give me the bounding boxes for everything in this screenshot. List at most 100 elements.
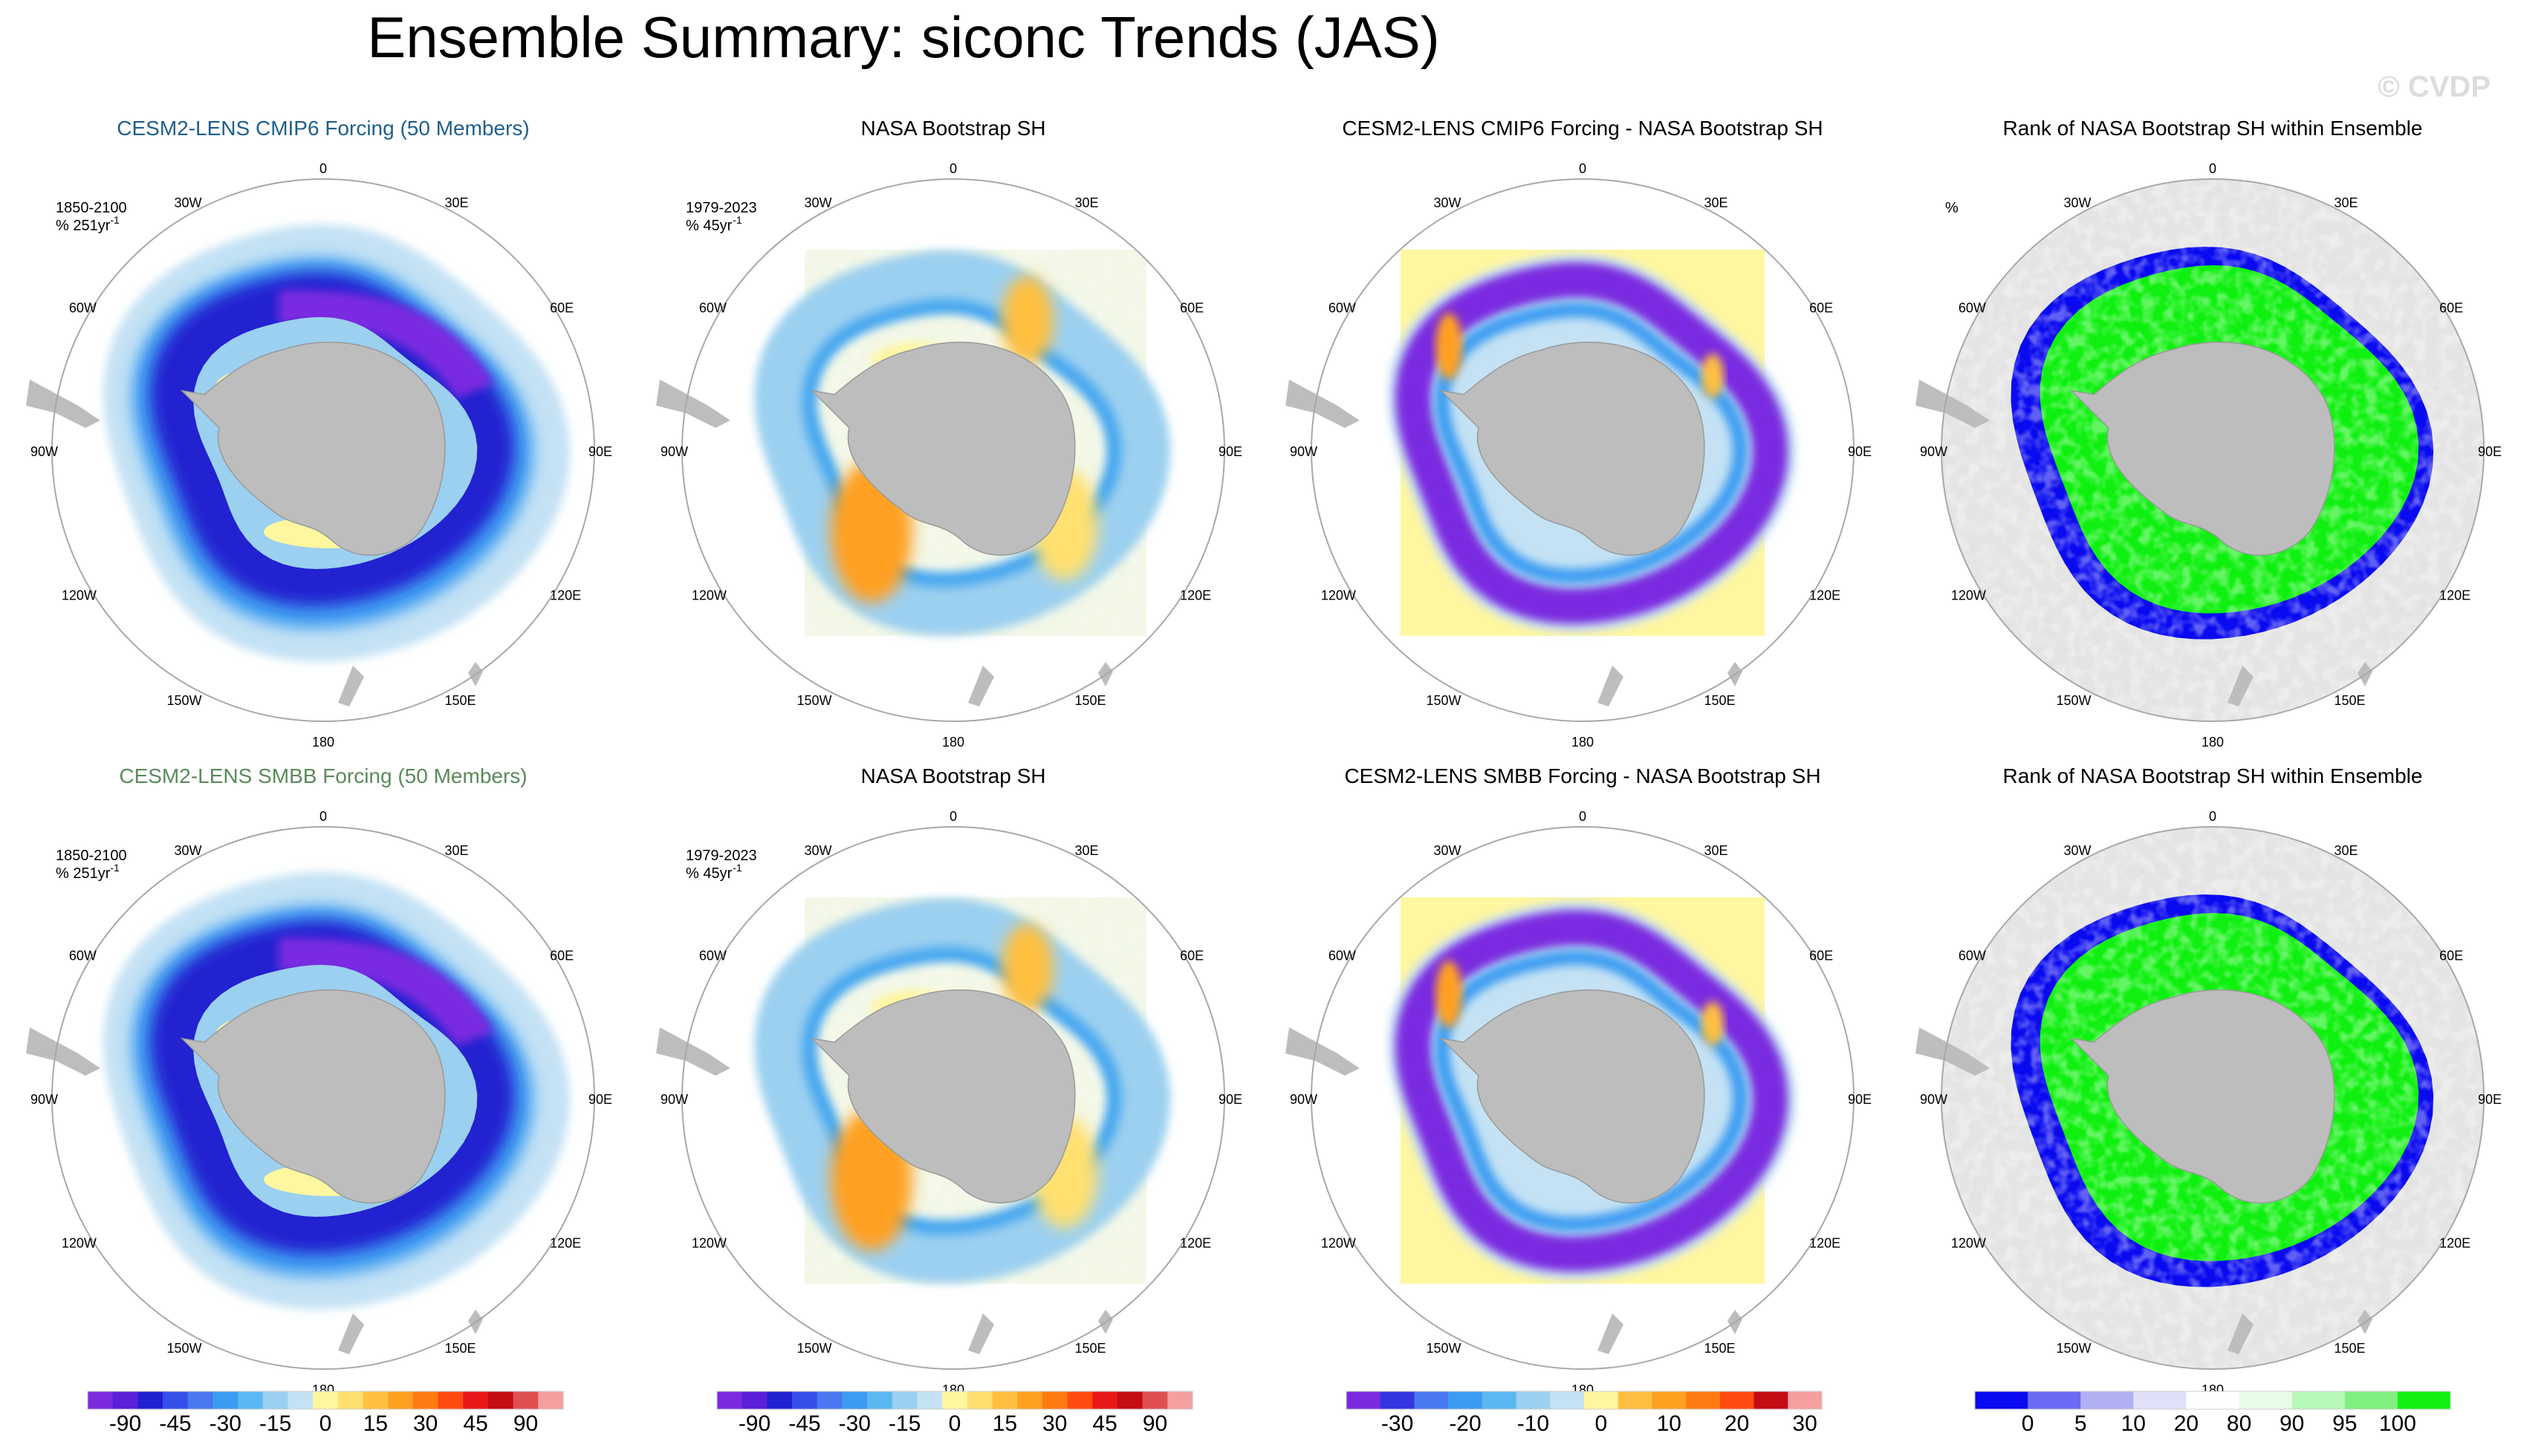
colorbar-tick-label: 30 [1042,1411,1067,1436]
south-america-landmass [1915,380,1990,428]
longitude-label: 30W [804,843,831,858]
colorbar-swatch [1482,1391,1517,1409]
colorbar-swatch [463,1391,489,1409]
panel-title: NASA Bootstrap SH [860,764,1045,787]
longitude-label: 180 [312,735,334,750]
colorbar-swatch [238,1391,264,1409]
colorbar-swatch [1142,1391,1168,1409]
figure-title: Ensemble Summary: siconc Trends (JAS) [367,4,1439,70]
units-superscript: -1 [110,214,120,226]
longitude-label: 150W [1426,1341,1461,1356]
longitude-label: 120W [692,588,727,603]
map-boundary [1311,178,1855,722]
longitude-label: 90E [2478,444,2502,459]
longitude-label: 60W [1328,301,1356,316]
colorbar-swatch [363,1391,389,1409]
colorbar-tick-label: -45 [788,1411,820,1436]
colorbar-swatch [112,1391,138,1409]
colorbar-swatch [288,1391,314,1409]
colorbar-swatch [438,1391,464,1409]
purple-decline-core [279,937,494,1046]
colorbar-swatch [513,1391,539,1409]
colorbar-swatch [187,1391,214,1409]
longitude-label: 60W [1959,301,1986,316]
colorbar-tick-label: 10 [1657,1411,1681,1436]
units-label: % 45yr [686,865,733,882]
colorbar-tick-label: 95 [2332,1411,2357,1436]
panel-r2-c2: NASA Bootstrap SH030E60E90E120E150E18015… [656,764,1242,1397]
longitude-label: 90W [30,444,58,459]
panel-title: Rank of NASA Bootstrap SH within Ensembl… [2003,117,2423,140]
longitude-label: 120E [1809,588,1840,603]
colorbar-swatch [817,1391,843,1409]
longitude-label: 0 [1579,809,1586,824]
purple-decline-core [279,290,494,398]
panel-title: CESM2-LENS SMBB Forcing (50 Members) [119,764,527,787]
colorbar-tick-label: 45 [1092,1411,1117,1436]
colorbar-swatch [1652,1391,1687,1409]
colorbar-swatch [1753,1391,1788,1409]
colorbar-tick-label: 90 [2280,1411,2304,1436]
colorbar-swatch [1346,1391,1381,1409]
longitude-label: 30W [174,843,201,858]
longitude-label: 150E [1704,693,1736,708]
colorbar-tick-label: -90 [739,1411,770,1436]
panel-r2-c1: CESM2-LENS SMBB Forcing (50 Members) 0 30E… [26,764,612,1397]
colorbar-tick-label: -30 [210,1411,241,1436]
panel-title: NASA Bootstrap SH [860,117,1045,140]
longitude-label: 120W [1951,588,1986,603]
longitude-label: 30E [1704,195,1728,210]
panel-r1-c1: CESM2-LENS CMIP6 Forcing (50 Members) 0 30… [26,117,612,750]
obs-light-blue-ring [754,897,1171,1284]
colorbar-swatch [313,1391,339,1409]
longitude-label: 30W [2063,843,2091,858]
longitude-label: 120W [692,1236,727,1251]
panel-r2-c3: CESM2-LENS SMBB Forcing - NASA Bootstrap… [1285,764,1872,1397]
panel-grid: CESM2-LENS CMIP6 Forcing (50 Members) 0 30… [26,117,2502,1397]
units-label: % 251yr [56,865,111,882]
longitude-label: 0 [2209,809,2216,824]
colorbar-swatch [487,1391,514,1409]
period-label: 1850-2100 [56,200,127,216]
colorbar-tick-label: -90 [109,1411,141,1436]
longitude-label: 60W [69,301,97,316]
longitude-label: 30W [1433,843,1461,858]
longitude-label: 90W [1920,444,1947,459]
colorbar-tick-label: 10 [2121,1411,2146,1436]
colorbar-frame [1974,1391,2451,1410]
colorbar-swatch [1092,1391,1118,1409]
longitude-label: 150E [2335,1341,2366,1356]
colorbar-tick-label: 90 [1143,1411,1167,1436]
colorbar-swatch [1017,1391,1043,1409]
map-boundary [51,826,595,1370]
trend-colorbar-obs: -90 -45 -30 -15 0 15 30 45 90 [716,1391,1193,1436]
longitude-label: 30E [445,843,469,858]
longitude-label: 150W [796,1341,831,1356]
colorbar-swatch [1618,1391,1653,1409]
colorbar-swatch [717,1391,743,1409]
colorbar-swatch [1042,1391,1068,1409]
south-america-landmass [1285,1027,1360,1076]
diff-positive-patch [1435,961,1462,1027]
colorbar-swatch [2186,1391,2240,1409]
longitude-label: 120E [2439,588,2470,603]
colorbar-tick-label: 80 [2227,1411,2251,1436]
colorbar-swatch [1167,1391,1193,1409]
longitude-label: 60E [1180,949,1204,963]
map-boundary [681,178,1225,722]
diff-positive-patch-east [1701,1001,1724,1046]
map-boundary [681,826,1225,1370]
longitude-label: 90E [1219,1092,1242,1107]
map-boundary [1941,178,2485,722]
colorbar-swatch [917,1391,943,1409]
obs-orange-patch-east [1002,923,1054,1013]
longitude-label: 90E [588,1092,612,1107]
units-superscript: -1 [733,862,742,874]
longitude-label: 150W [166,693,201,708]
longitude-label: 150W [796,693,831,708]
colorbar-tick-label: 30 [413,1411,438,1436]
colorbar-swatch [163,1391,189,1409]
longitude-label: 30E [2335,843,2358,858]
longitude-label: 90E [1219,444,1242,459]
longitude-label: 0 [2209,161,2216,176]
